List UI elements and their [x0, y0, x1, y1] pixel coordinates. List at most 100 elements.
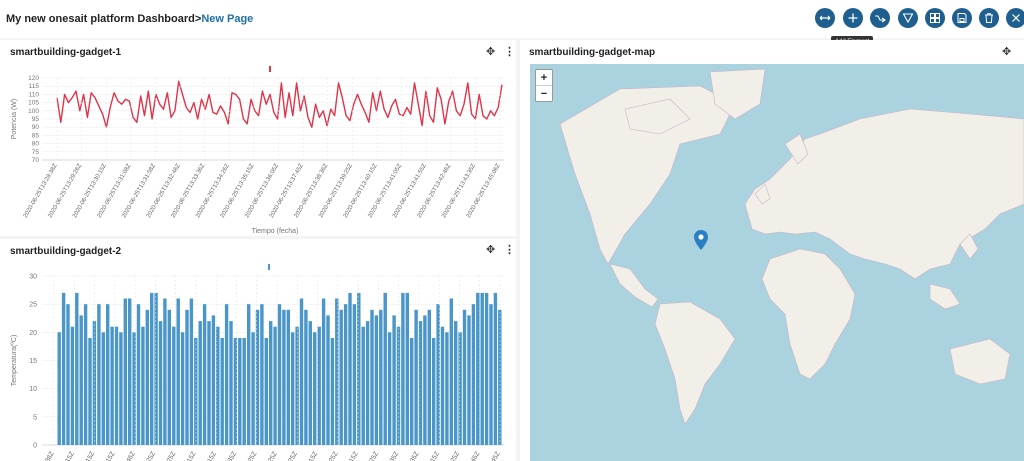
temperature-bar — [357, 292, 361, 445]
temperature-bar — [251, 332, 255, 445]
move-icon[interactable]: ✥ — [486, 244, 496, 256]
x-tick-label: 45Z — [470, 450, 482, 461]
x-tick-label: 25Z — [145, 450, 157, 461]
y-tick-label: 10 — [29, 386, 37, 393]
temperature-bar — [101, 332, 106, 445]
temperature-bar — [401, 292, 405, 445]
temperature-bar — [291, 332, 295, 445]
world-map[interactable]: + − — [530, 64, 1024, 461]
temperature-bar — [229, 321, 233, 445]
y-tick-label: 0 — [33, 443, 37, 450]
delete-button[interactable] — [979, 8, 999, 28]
add-element-button[interactable] — [843, 8, 863, 28]
temperature-bar — [92, 321, 97, 445]
temperature-bar — [242, 338, 246, 445]
bar-chart: 0 5 10 15 20 25 30 Temperatura(ºC):38Z 15Z 15Z 15Z… — [11, 264, 504, 461]
temperature-bar — [211, 315, 216, 445]
temperature-bar — [282, 309, 286, 445]
x-tick-label: 35Z — [389, 450, 401, 461]
temperature-bar — [61, 292, 66, 445]
power-series-line — [56, 80, 503, 128]
close-icon — [1012, 14, 1020, 22]
temperature-bar — [308, 321, 313, 445]
temperature-bar — [260, 304, 264, 445]
y-axis-title: Temperatura(ºC) — [11, 335, 18, 387]
temperature-bar — [132, 332, 136, 445]
temperature-bar — [176, 298, 180, 445]
temperature-bar — [172, 326, 176, 445]
gadget-bar-panel: smartbuilding-gadget-2 ✥ ⋮ 0 5 10 15 20 25 30 T… — [0, 239, 516, 461]
temperature-bar — [114, 326, 119, 445]
temperature-bar — [414, 309, 418, 445]
temperature-bar — [352, 304, 357, 445]
y-tick-label: 75 — [32, 149, 40, 156]
move-icon[interactable]: ✥ — [486, 46, 496, 58]
temperature-bar — [119, 332, 123, 445]
temperature-bar — [348, 292, 352, 445]
move-icon[interactable]: ✥ — [1002, 46, 1012, 58]
map-zoom-control: + − — [535, 69, 553, 102]
temperature-bar — [317, 326, 321, 445]
temperature-bar — [207, 321, 211, 445]
close-button[interactable] — [1006, 8, 1024, 28]
temperature-bar — [343, 304, 348, 445]
x-tick-label: 15Z — [64, 450, 76, 461]
temperature-bar — [432, 338, 436, 445]
temperature-bar — [335, 298, 339, 445]
temperature-bar — [88, 338, 92, 445]
page-name[interactable]: New Page — [201, 13, 254, 25]
temperature-bar — [79, 315, 83, 445]
y-tick-label: 70 — [32, 157, 40, 164]
x-tick-label: 25Z — [450, 450, 462, 461]
y-tick-label: 5 — [33, 414, 37, 421]
temperature-bar — [454, 321, 458, 445]
temperature-bar — [128, 298, 132, 445]
more-options-icon[interactable]: ⋮ — [504, 46, 515, 58]
save-button[interactable] — [952, 8, 972, 28]
breadcrumb-separator: > — [194, 13, 202, 25]
connections-button[interactable] — [870, 8, 890, 28]
layout-button[interactable] — [925, 8, 945, 28]
temperature-bar — [445, 332, 449, 445]
x-tick-label: :38Z — [43, 450, 56, 461]
expand-icon — [819, 15, 831, 21]
y-axis-title: Potencia (W) — [11, 99, 18, 139]
y-tick-label: 105 — [28, 100, 39, 107]
more-options-icon[interactable]: ⋮ — [504, 244, 515, 256]
y-tick-label: 90 — [32, 124, 40, 131]
add-icon — [848, 13, 858, 23]
dashboard-title[interactable]: My new onesait platform Dashboard — [6, 13, 195, 25]
temperature-bar — [57, 332, 61, 445]
layout-icon — [930, 13, 940, 23]
x-axis-title: Tiempo (fecha) — [252, 228, 299, 235]
x-tick-label: 15Z — [308, 450, 320, 461]
temperature-bar — [458, 332, 462, 445]
temperature-bar — [321, 298, 326, 445]
temperature-bar — [286, 309, 291, 445]
temperature-bar — [220, 338, 224, 445]
temperature-bar — [304, 309, 308, 445]
temperature-bar — [185, 309, 189, 445]
x-tick-label: 25Z — [247, 450, 259, 461]
zoom-out-button[interactable]: − — [536, 85, 552, 101]
temperature-bar — [489, 304, 493, 445]
y-tick-label: 100 — [28, 108, 39, 115]
temperature-bar — [405, 292, 410, 445]
y-tick-label: 15 — [29, 358, 37, 365]
zoom-handle — [269, 66, 271, 72]
x-tick-label: 25Z — [166, 450, 178, 461]
gadget-1-title: smartbuilding-gadget-1 — [10, 47, 122, 58]
y-tick-label: 85 — [32, 132, 40, 139]
x-tick-label: 15Z — [348, 450, 360, 461]
temperature-bar — [180, 332, 185, 445]
zoom-in-button[interactable]: + — [540, 71, 548, 84]
temperature-bar — [480, 292, 484, 445]
map-marker-icon[interactable] — [694, 230, 708, 250]
temperature-bar — [233, 338, 238, 445]
x-tick-label: 25Z — [287, 450, 299, 461]
expand-button[interactable] — [815, 8, 835, 28]
temperature-bar — [70, 326, 75, 445]
x-tick-label: 46Z — [125, 450, 137, 461]
filter-button[interactable] — [898, 8, 918, 28]
gadget-2-title: smartbuilding-gadget-2 — [10, 246, 122, 257]
